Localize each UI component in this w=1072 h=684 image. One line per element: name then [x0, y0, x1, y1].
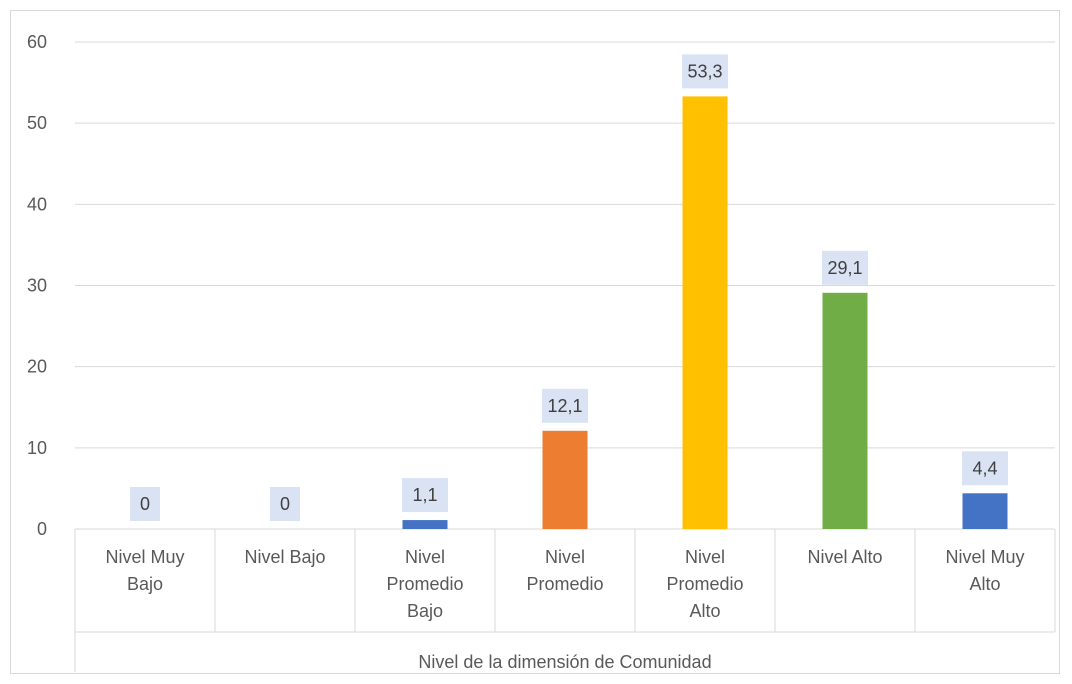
category-label: Nivel — [405, 547, 445, 567]
data-label: 4,4 — [972, 458, 997, 478]
category-label: Bajo — [127, 574, 163, 594]
data-label: 1,1 — [412, 485, 437, 505]
category-label: Promedio — [386, 574, 463, 594]
y-tick-label: 50 — [27, 113, 47, 133]
data-label-box — [402, 478, 448, 513]
category-label: Alto — [969, 574, 1000, 594]
data-label: 12,1 — [547, 396, 582, 416]
bar — [542, 430, 588, 529]
data-label-box — [962, 451, 1008, 486]
x-axis-title: Nivel de la dimensión de Comunidad — [418, 652, 711, 672]
bars — [402, 96, 1008, 530]
y-axis-ticks: 0 10 20 30 40 50 60 — [27, 32, 47, 539]
y-tick-label: 10 — [27, 438, 47, 458]
data-label-box — [682, 54, 728, 89]
category-label: Nivel Muy — [945, 547, 1024, 567]
data-label: 29,1 — [827, 258, 862, 278]
gridlines — [74, 41, 1056, 672]
data-label: 0 — [280, 494, 290, 514]
data-label-box — [270, 487, 300, 521]
category-label: Nivel — [545, 547, 585, 567]
y-tick-label: 40 — [27, 194, 47, 214]
category-label: Bajo — [407, 601, 443, 621]
bar — [682, 96, 728, 530]
data-label-box — [130, 487, 160, 521]
data-label: 0 — [140, 494, 150, 514]
category-label: Nivel Bajo — [244, 547, 325, 567]
y-tick-label: 30 — [27, 276, 47, 296]
bar — [402, 520, 448, 529]
bar — [962, 493, 1008, 529]
data-label-box — [822, 250, 868, 285]
category-label: Nivel — [685, 547, 725, 567]
category-label: Nivel Muy — [105, 547, 184, 567]
category-label: Alto — [689, 601, 720, 621]
y-tick-label: 20 — [27, 357, 47, 377]
category-label: Promedio — [526, 574, 603, 594]
category-label: Promedio — [666, 574, 743, 594]
data-labels: 0 0 1,1 12,1 53,3 29,1 4,4 — [130, 54, 1008, 521]
data-label: 53,3 — [687, 61, 722, 81]
category-labels: Nivel Muy Bajo Nivel Bajo Nivel Promedio Bajo… — [105, 547, 1024, 621]
bar — [822, 292, 868, 529]
y-tick-label: 60 — [27, 32, 47, 52]
chart-frame — [10, 10, 1060, 674]
y-tick-label: 0 — [37, 519, 47, 539]
category-label: Nivel Alto — [807, 547, 882, 567]
data-label-box — [542, 388, 588, 423]
